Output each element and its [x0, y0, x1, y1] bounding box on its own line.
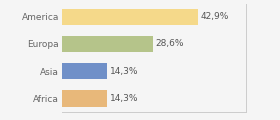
Text: 42,9%: 42,9% — [201, 12, 229, 21]
Bar — [62, 36, 153, 52]
Text: 14,3%: 14,3% — [110, 94, 138, 103]
Bar — [62, 90, 107, 107]
Bar — [62, 9, 198, 25]
Bar — [62, 63, 107, 79]
Text: 28,6%: 28,6% — [155, 39, 184, 48]
Text: 14,3%: 14,3% — [110, 67, 138, 76]
